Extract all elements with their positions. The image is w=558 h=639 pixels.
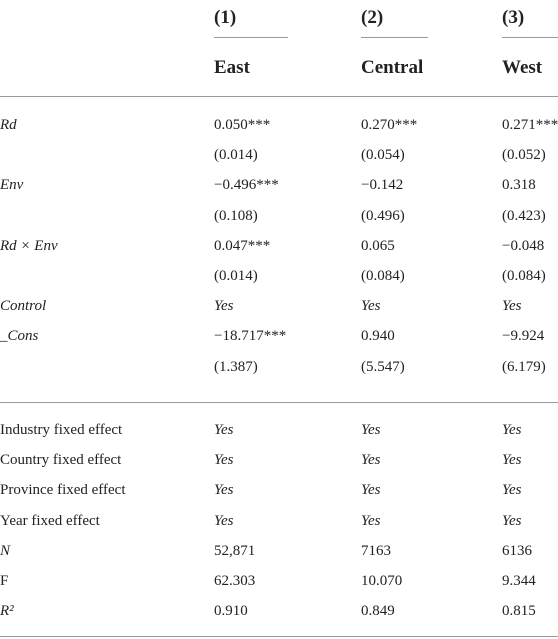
cell: (0.423) — [502, 207, 546, 224]
cell: 0.065 — [361, 237, 395, 254]
cell: 0.047*** — [214, 237, 271, 254]
cell: (0.108) — [214, 207, 258, 224]
row-label: Rd × Env — [0, 237, 58, 254]
cell: Yes — [361, 482, 381, 499]
cell: 6136 — [502, 542, 532, 559]
column-number: (2) — [361, 7, 384, 28]
cell: −18.717*** — [214, 328, 287, 345]
cell: 10.070 — [361, 573, 403, 589]
cell: Yes — [214, 452, 234, 469]
column-header: West — [502, 57, 543, 78]
cell: 62.303 — [214, 573, 256, 589]
header-underline — [361, 37, 428, 38]
cell: (0.084) — [361, 268, 405, 284]
row-label: N — [0, 542, 11, 559]
cell: 52,871 — [214, 542, 256, 559]
cell: Yes — [214, 298, 234, 315]
column-number: (1) — [214, 7, 237, 28]
cell: (0.014) — [214, 147, 258, 164]
header-underline — [502, 37, 558, 38]
cell: Yes — [361, 452, 381, 469]
cell: −0.142 — [361, 177, 404, 194]
cell: 0.815 — [502, 603, 536, 620]
row-label: Control — [0, 298, 47, 315]
cell: −0.496*** — [214, 177, 279, 194]
cell: (0.052) — [502, 147, 546, 164]
cell: Yes — [361, 298, 381, 315]
cell: 0.270*** — [361, 117, 418, 133]
cell: Yes — [502, 298, 522, 315]
row-label: Industry fixed effect — [0, 422, 123, 438]
cell: (0.084) — [502, 268, 546, 284]
cell: (5.547) — [361, 358, 405, 375]
cell: Yes — [214, 512, 234, 529]
column-header: Central — [361, 57, 424, 78]
cell: 0.050*** — [214, 117, 271, 133]
cell: −9.924 — [502, 328, 545, 345]
row-label: Province fixed effect — [0, 482, 126, 499]
cell: −0.048 — [502, 237, 545, 254]
row-label: Env — [0, 177, 24, 194]
row-label: F — [0, 573, 9, 589]
cell: Yes — [214, 482, 234, 499]
column-header: East — [214, 57, 250, 78]
cell: Yes — [502, 512, 522, 529]
cell: 0.849 — [361, 603, 395, 620]
cell: Yes — [361, 512, 381, 529]
cell: (1.387) — [214, 358, 258, 375]
cell: Yes — [502, 482, 522, 499]
header-rule — [0, 96, 558, 97]
cell: Yes — [502, 452, 522, 469]
row-label: Year fixed effect — [0, 512, 100, 529]
cell: 0.271*** — [502, 117, 558, 133]
cell: Yes — [361, 422, 381, 438]
column-number: (3) — [502, 7, 525, 28]
cell: 0.940 — [361, 328, 395, 345]
row-label: _Cons — [0, 328, 39, 345]
cell: Yes — [214, 422, 234, 438]
cell: (0.014) — [214, 268, 258, 284]
cell: (6.179) — [502, 358, 546, 375]
cell: 7163 — [361, 542, 391, 559]
row-label: R² — [0, 603, 14, 620]
row-label: Country fixed effect — [0, 452, 122, 469]
cell: (0.496) — [361, 207, 405, 224]
cell: 0.318 — [502, 177, 536, 194]
group-rule — [0, 402, 558, 403]
cell: (0.054) — [361, 147, 405, 164]
cell: 9.344 — [502, 573, 536, 589]
bottom-rule — [0, 636, 558, 637]
cell: Yes — [502, 422, 522, 438]
header-underline — [214, 37, 288, 38]
cell: 0.910 — [214, 603, 248, 620]
row-label: Rd — [0, 117, 17, 133]
